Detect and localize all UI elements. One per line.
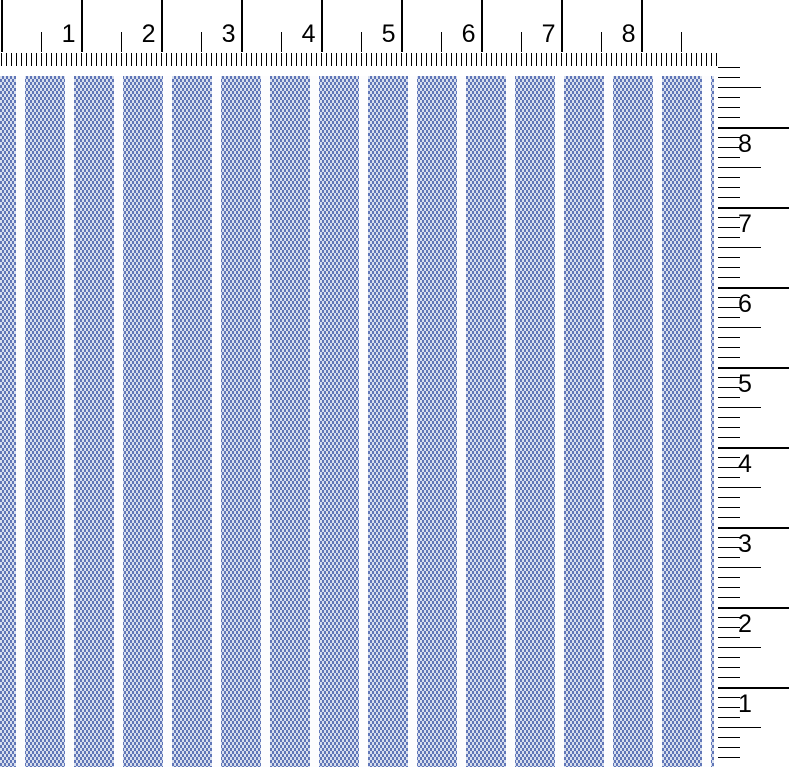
right-ruler: 8 7 6 5 4 3 2 1: [714, 0, 789, 767]
right-ruler-number: 4: [738, 450, 752, 478]
right-ruler-number: 3: [738, 530, 752, 558]
right-ruler-number: 1: [738, 690, 752, 718]
right-ruler-number: 2: [738, 610, 752, 638]
right-ruler-number: 6: [738, 290, 752, 318]
right-ruler-number: 8: [738, 130, 752, 158]
top-ruler-sixteenth-ticks: [1, 53, 717, 66]
top-ruler-number: 7: [541, 20, 556, 48]
top-ruler-number: 4: [301, 20, 316, 48]
top-ruler-number: 3: [221, 20, 236, 48]
top-ruler-number: 2: [141, 20, 156, 48]
right-ruler-inch-ticks: [718, 127, 789, 767]
top-ruler: 1 2 3 4 5 6 7 8: [0, 0, 789, 66]
top-ruler-number: 5: [381, 20, 396, 48]
top-ruler-number: 6: [461, 20, 476, 48]
top-ruler-half-inch-ticks: [41, 32, 683, 52]
striped-fabric-swatch: [0, 76, 714, 767]
right-ruler-number: 7: [738, 210, 752, 238]
top-ruler-number: 8: [621, 20, 636, 48]
right-ruler-number: 5: [738, 370, 752, 398]
top-ruler-number: 1: [61, 20, 76, 48]
